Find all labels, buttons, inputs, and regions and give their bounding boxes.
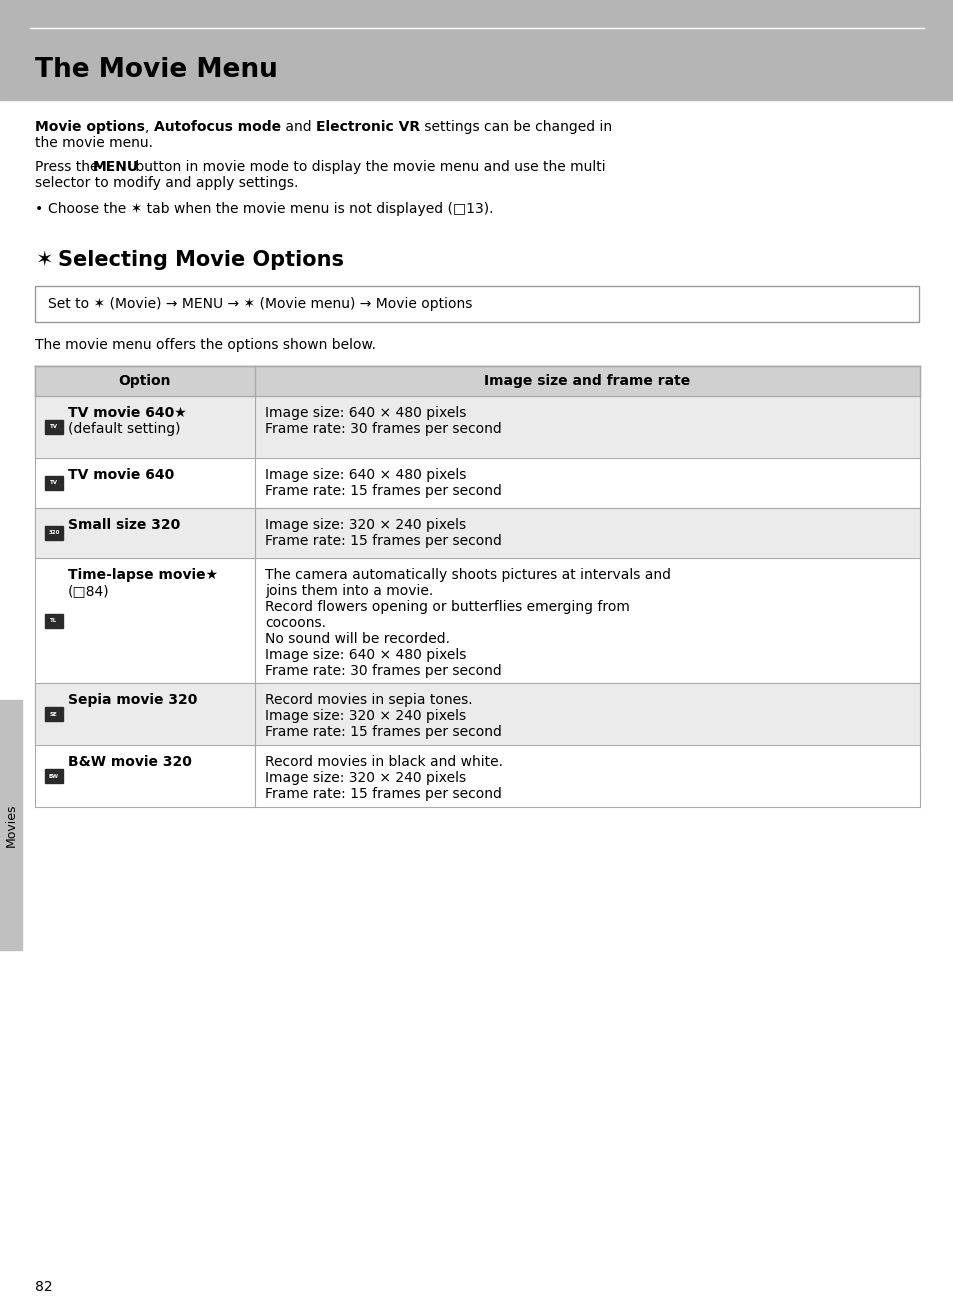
Text: Record flowers opening or butterflies emerging from: Record flowers opening or butterflies em… bbox=[265, 600, 629, 614]
Text: Press the: Press the bbox=[35, 160, 103, 173]
Bar bbox=[35, 683, 919, 745]
Text: Selecting Movie Options: Selecting Movie Options bbox=[58, 250, 344, 269]
Text: Frame rate: 30 frames per second: Frame rate: 30 frames per second bbox=[265, 664, 501, 678]
Bar bbox=[35, 509, 919, 558]
Text: TV movie 640★: TV movie 640★ bbox=[68, 406, 187, 420]
Bar bbox=[45, 526, 63, 540]
Text: and: and bbox=[280, 120, 315, 134]
Text: Sepia movie 320: Sepia movie 320 bbox=[68, 692, 197, 707]
Text: Choose the ✶ tab when the movie menu is not displayed (□13).: Choose the ✶ tab when the movie menu is … bbox=[48, 202, 493, 215]
Text: Image size and frame rate: Image size and frame rate bbox=[484, 374, 690, 388]
Text: (□84): (□84) bbox=[68, 583, 110, 598]
FancyBboxPatch shape bbox=[35, 286, 918, 322]
Bar bbox=[45, 769, 63, 783]
Text: Small size 320: Small size 320 bbox=[68, 518, 180, 532]
Text: Image size: 640 × 480 pixels: Image size: 640 × 480 pixels bbox=[265, 406, 466, 420]
Text: settings can be changed in: settings can be changed in bbox=[419, 120, 612, 134]
Text: Option: Option bbox=[118, 374, 172, 388]
Text: Frame rate: 15 frames per second: Frame rate: 15 frames per second bbox=[265, 533, 501, 548]
Bar bbox=[35, 745, 919, 807]
Text: Record movies in sepia tones.: Record movies in sepia tones. bbox=[265, 692, 472, 707]
Text: joins them into a movie.: joins them into a movie. bbox=[265, 583, 433, 598]
Text: Frame rate: 15 frames per second: Frame rate: 15 frames per second bbox=[265, 725, 501, 738]
Text: 320: 320 bbox=[49, 531, 60, 536]
Text: cocoons.: cocoons. bbox=[265, 616, 326, 629]
Bar bbox=[35, 396, 919, 459]
Text: Image size: 640 × 480 pixels: Image size: 640 × 480 pixels bbox=[265, 468, 466, 482]
Text: The camera automatically shoots pictures at intervals and: The camera automatically shoots pictures… bbox=[265, 568, 670, 582]
Text: ,: , bbox=[145, 120, 153, 134]
Bar bbox=[35, 367, 919, 396]
Text: ✶: ✶ bbox=[35, 250, 52, 269]
Bar bbox=[45, 614, 63, 628]
Text: SE: SE bbox=[51, 711, 58, 716]
Text: TV movie 640: TV movie 640 bbox=[68, 468, 174, 482]
Text: TV: TV bbox=[50, 481, 58, 485]
Text: Autofocus mode: Autofocus mode bbox=[153, 120, 280, 134]
Text: Time-lapse movie★: Time-lapse movie★ bbox=[68, 568, 218, 582]
Text: Image size: 320 × 240 pixels: Image size: 320 × 240 pixels bbox=[265, 518, 466, 532]
Text: Electronic VR: Electronic VR bbox=[315, 120, 419, 134]
Text: Frame rate: 30 frames per second: Frame rate: 30 frames per second bbox=[265, 422, 501, 436]
Bar bbox=[45, 420, 63, 434]
Text: BW: BW bbox=[49, 774, 59, 778]
Text: 82: 82 bbox=[35, 1280, 52, 1294]
Text: The Movie Menu: The Movie Menu bbox=[35, 57, 277, 83]
Text: Record movies in black and white.: Record movies in black and white. bbox=[265, 756, 502, 769]
Text: TV: TV bbox=[50, 424, 58, 430]
Text: Frame rate: 15 frames per second: Frame rate: 15 frames per second bbox=[265, 484, 501, 498]
Bar bbox=[45, 707, 63, 721]
Text: •: • bbox=[35, 202, 43, 215]
Bar bbox=[35, 459, 919, 509]
Text: Frame rate: 15 frames per second: Frame rate: 15 frames per second bbox=[265, 787, 501, 802]
Text: MENU: MENU bbox=[92, 160, 139, 173]
Text: selector to modify and apply settings.: selector to modify and apply settings. bbox=[35, 176, 298, 191]
Text: Movies: Movies bbox=[5, 803, 17, 846]
Bar bbox=[35, 558, 919, 683]
Bar bbox=[0, 700, 22, 950]
Text: (default setting): (default setting) bbox=[68, 422, 180, 436]
Text: Movie options: Movie options bbox=[35, 120, 145, 134]
Text: the movie menu.: the movie menu. bbox=[35, 137, 152, 150]
Text: button in movie mode to display the movie menu and use the multi: button in movie mode to display the movi… bbox=[131, 160, 605, 173]
Text: TL: TL bbox=[51, 618, 57, 623]
Bar bbox=[0, 0, 953, 100]
Text: Set to ✶ (Movie) → MENU → ✶ (Movie menu) → Movie options: Set to ✶ (Movie) → MENU → ✶ (Movie menu)… bbox=[48, 297, 472, 311]
Text: Image size: 320 × 240 pixels: Image size: 320 × 240 pixels bbox=[265, 771, 466, 784]
Text: B&W movie 320: B&W movie 320 bbox=[68, 756, 192, 769]
Bar bbox=[45, 476, 63, 490]
Text: Image size: 320 × 240 pixels: Image size: 320 × 240 pixels bbox=[265, 710, 466, 723]
Text: Image size: 640 × 480 pixels: Image size: 640 × 480 pixels bbox=[265, 648, 466, 662]
Text: No sound will be recorded.: No sound will be recorded. bbox=[265, 632, 450, 646]
Text: The movie menu offers the options shown below.: The movie menu offers the options shown … bbox=[35, 338, 375, 352]
